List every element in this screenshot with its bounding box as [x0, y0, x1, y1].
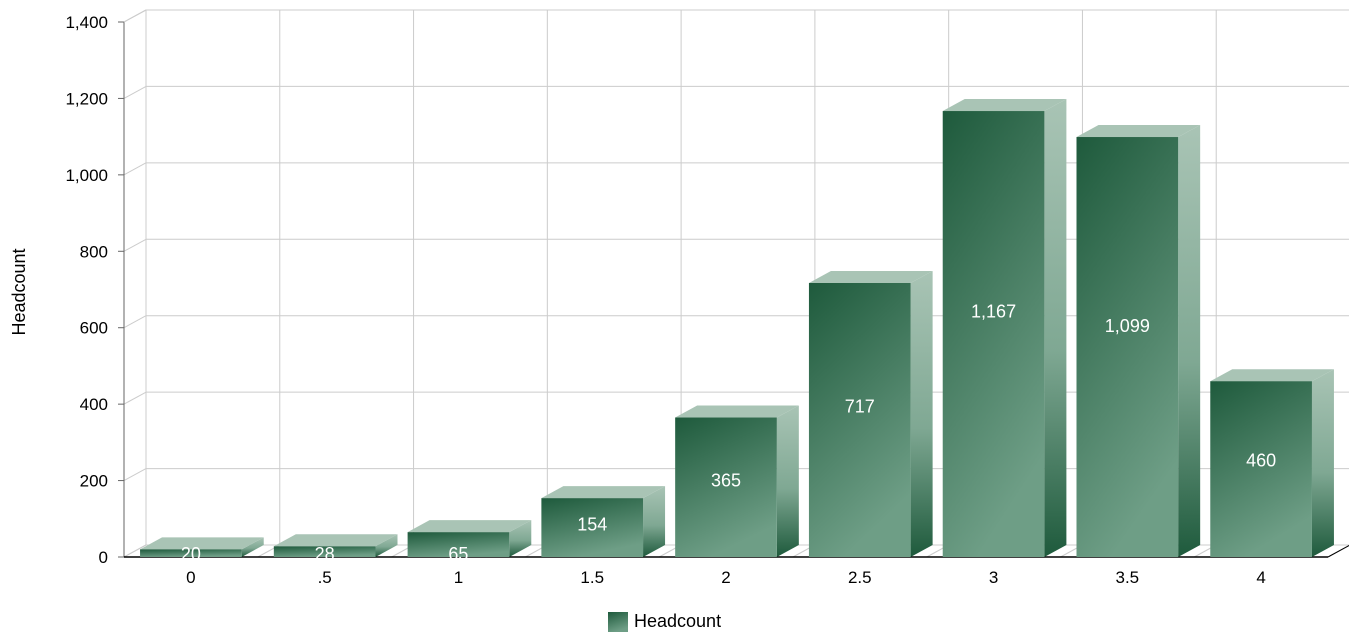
bar-top [1210, 369, 1334, 382]
bar-top [541, 486, 666, 499]
bars [140, 99, 1334, 558]
bar [942, 111, 1045, 558]
data-label: 460 [1246, 450, 1276, 470]
bar [140, 549, 242, 557]
bar-top [942, 99, 1067, 112]
data-label: 1,167 [971, 302, 1016, 322]
bar-top [808, 271, 933, 284]
x-axis-depth [1327, 544, 1349, 558]
legend-label: Headcount [634, 611, 721, 631]
bar-side [509, 520, 532, 557]
y-tick-label: 1,000 [65, 166, 108, 185]
bar-side [241, 537, 264, 557]
x-tick-label: 0 [186, 568, 195, 587]
bar-top [140, 537, 264, 550]
floor-line [123, 544, 147, 558]
bar [273, 546, 376, 557]
bar-side [1311, 369, 1334, 557]
grid-line-wall [123, 391, 147, 405]
y-tick-label: 600 [80, 319, 108, 338]
legend: Headcount [608, 611, 721, 632]
legend-swatch [608, 612, 628, 632]
bar-top [1076, 125, 1201, 138]
data-label: 154 [577, 515, 607, 535]
data-label: 28 [315, 544, 335, 564]
x-tick-label: 3 [989, 568, 998, 587]
y-axis-title: Headcount [9, 248, 29, 335]
bar-side [776, 405, 799, 557]
grid-line-wall [123, 238, 147, 252]
bar-side [643, 486, 666, 557]
data-label: 1,099 [1105, 316, 1150, 336]
data-label: 717 [845, 396, 875, 416]
x-tick-label: 4 [1256, 568, 1265, 587]
grid-line-wall [123, 162, 147, 176]
bar-top [273, 534, 398, 547]
bar-side [910, 271, 933, 557]
y-tick-label: 0 [99, 548, 108, 567]
grid-line-wall [123, 315, 147, 329]
grid-line-wall [123, 85, 147, 99]
y-tick-label: 1,400 [65, 13, 108, 32]
bar-side [1178, 125, 1201, 558]
x-tick-label: 1.5 [580, 568, 604, 587]
y-tick-label: 200 [80, 472, 108, 491]
bar [1076, 137, 1179, 557]
data-labels: 20 28 65 154 365 717 1,167 1,099 460 [181, 302, 1276, 564]
bar-top [407, 520, 532, 533]
grid-line-wall [123, 468, 147, 482]
x-tick-label: 2 [721, 568, 730, 587]
y-tick-label: 1,200 [65, 89, 108, 108]
x-tick-label: 3.5 [1116, 568, 1140, 587]
data-label: 65 [448, 544, 468, 564]
bar [675, 417, 777, 557]
x-tick-label: 1 [454, 568, 463, 587]
x-tick-label: .5 [318, 568, 332, 587]
y-axis-top [123, 9, 147, 23]
y-tick-label: 400 [80, 395, 108, 414]
x-tick-label: 2.5 [848, 568, 872, 587]
bar [407, 532, 510, 557]
data-label: 20 [181, 544, 201, 564]
bar [1210, 381, 1312, 557]
y-tick-label: 800 [80, 242, 108, 261]
bar-side [375, 534, 398, 557]
bar-side [1044, 99, 1067, 558]
bar [808, 283, 911, 557]
bar-top [675, 405, 799, 418]
data-label: 365 [711, 470, 741, 490]
bar [541, 498, 644, 557]
